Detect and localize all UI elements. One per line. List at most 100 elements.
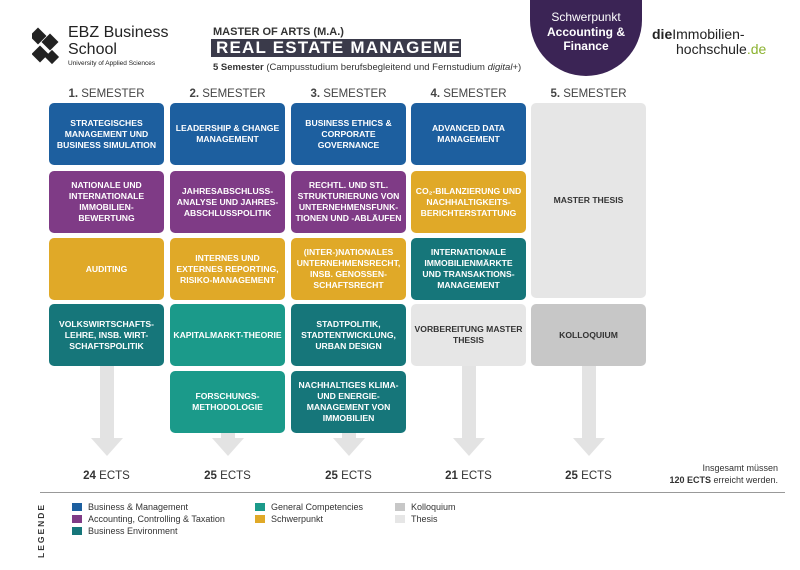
module-box: NATIONALE UND INTERNATIONALE IMMOBILIEN-… bbox=[49, 171, 164, 233]
module-box: JAHRESABSCHLUSS-ANALYSE UND JAHRES-ABSCH… bbox=[170, 171, 285, 233]
legend-item-label: Business & Management bbox=[88, 502, 189, 512]
focus-badge: Schwerpunkt Accounting & Finance bbox=[530, 0, 642, 76]
semester-ects: 21 ECTS bbox=[411, 470, 526, 482]
arrow-head-icon bbox=[90, 438, 123, 456]
arrow-shaft bbox=[220, 431, 235, 440]
semester-count: 5 Semester bbox=[213, 62, 264, 73]
legend-swatch bbox=[255, 503, 265, 511]
total-ects-value: 120 ECTS bbox=[669, 475, 711, 485]
arrow-head-icon bbox=[211, 438, 244, 456]
ects-value: 24 bbox=[83, 470, 96, 482]
module-box: BUSINESS ETHICS & CORPORATE GOVERNANCE bbox=[291, 103, 406, 165]
legend-item-label: Accounting, Controlling & Taxation bbox=[88, 514, 225, 524]
legend-item: Business & Management bbox=[72, 502, 188, 512]
semester-title: 4. SEMESTER bbox=[411, 88, 526, 100]
module-box: RECHTL. UND STL. STRUKTURIERUNG VON UNTE… bbox=[291, 171, 406, 233]
module-box: VORBEREITUNG MASTER THESIS bbox=[411, 304, 526, 366]
school-subtitle: University of Applied Sciences bbox=[68, 60, 156, 67]
semester-info-digital: digital+ bbox=[487, 62, 518, 73]
legend-title-text: LEGENDE bbox=[36, 502, 46, 558]
semester-ects: 25 ECTS bbox=[170, 470, 285, 482]
ects-unit: ECTS bbox=[216, 470, 251, 482]
arrow-shaft bbox=[581, 363, 596, 440]
arrow-shaft bbox=[341, 431, 356, 440]
semester-info-text: (Campusstudium berufsbegleitend und Fern… bbox=[263, 62, 488, 73]
school-name: EBZ Business School bbox=[68, 24, 168, 58]
module-box: FORSCHUNGS-METHODOLOGIE bbox=[170, 371, 285, 433]
program-title-background bbox=[211, 39, 461, 57]
semester-title: 5. SEMESTER bbox=[531, 88, 646, 100]
legend-item-label: Thesis bbox=[411, 514, 438, 524]
semester-number: 4. bbox=[430, 88, 441, 100]
school-name-line1: EBZ Business bbox=[68, 24, 169, 41]
focus-badge-label: Schwerpunkt bbox=[551, 10, 621, 24]
ebz-logo-icon bbox=[32, 27, 60, 65]
legend-swatch bbox=[395, 515, 405, 523]
arrow-head-icon bbox=[332, 438, 365, 456]
ects-value: 25 bbox=[565, 470, 578, 482]
module-box: INTERNES UND EXTERNES REPORTING, RISIKO-… bbox=[170, 238, 285, 300]
arrow-shaft bbox=[99, 364, 114, 440]
legend-title: LEGENDE bbox=[36, 500, 50, 558]
semester-label: SEMESTER bbox=[560, 88, 627, 100]
legend-item: General Competencies bbox=[255, 502, 363, 512]
legend-swatch bbox=[72, 527, 82, 535]
semester-number: 3. bbox=[310, 88, 321, 100]
brand-hochschule: hochschule bbox=[676, 41, 747, 57]
module-box: KAPITALMARKT-THEORIE bbox=[170, 304, 285, 366]
ects-value: 25 bbox=[204, 470, 217, 482]
brand-die: die bbox=[652, 26, 673, 42]
semester-info: 5 Semester (Campusstudium berufsbegleite… bbox=[213, 62, 521, 73]
ects-value: 21 bbox=[445, 470, 458, 482]
module-box: STRATEGISCHES MANAGEMENT UND BUSINESS SI… bbox=[49, 103, 164, 165]
ects-unit: ECTS bbox=[577, 470, 612, 482]
module-box: INTERNATIONALE IMMOBILIENMÄRKTE UND TRAN… bbox=[411, 238, 526, 300]
semester-title: 2. SEMESTER bbox=[170, 88, 285, 100]
semester-label: SEMESTER bbox=[320, 88, 387, 100]
legend-item-label: Schwerpunkt bbox=[271, 514, 324, 524]
legend-item: Kolloquium bbox=[395, 502, 456, 512]
total-line1: Insgesamt müssen bbox=[702, 463, 778, 473]
semester-title: 1. SEMESTER bbox=[49, 88, 164, 100]
legend-item: Business Environment bbox=[72, 526, 178, 536]
semester-label: SEMESTER bbox=[440, 88, 507, 100]
module-box: MASTER THESIS bbox=[531, 103, 646, 298]
semester-info-end: ) bbox=[517, 62, 522, 73]
semester-title: 3. SEMESTER bbox=[291, 88, 406, 100]
ects-unit: ECTS bbox=[337, 470, 372, 482]
semester-ects: 24 ECTS bbox=[49, 470, 164, 482]
ects-value: 25 bbox=[325, 470, 338, 482]
legend-swatch bbox=[72, 515, 82, 523]
school-name-line2: School bbox=[68, 41, 117, 58]
module-box: AUDITING bbox=[49, 238, 164, 300]
module-box: STADTPOLITIK, STADTENTWICKLUNG, URBAN DE… bbox=[291, 304, 406, 366]
legend-swatch bbox=[255, 515, 265, 523]
semester-label: SEMESTER bbox=[199, 88, 266, 100]
degree-label: MASTER OF ARTS (M.A.) bbox=[213, 26, 344, 38]
brand-immobilien: Immobilien- bbox=[672, 26, 745, 42]
program-title: REAL ESTATE MANAGEMENT bbox=[216, 38, 487, 57]
focus-badge-value-line1: Accounting & bbox=[547, 25, 625, 39]
legend-swatch bbox=[395, 503, 405, 511]
module-box: (INTER-)NATIONALES UNTERNEHMENSRECHT, IN… bbox=[291, 238, 406, 300]
legend-item: Thesis bbox=[395, 514, 438, 524]
semester-label: SEMESTER bbox=[78, 88, 145, 100]
ects-unit: ECTS bbox=[95, 470, 130, 482]
legend-swatch bbox=[72, 503, 82, 511]
semester-number: 1. bbox=[68, 88, 79, 100]
module-box: CO₂-BILANZIERUNG UND NACHHALTIGKEITS-BER… bbox=[411, 171, 526, 233]
semester-number: 2. bbox=[189, 88, 200, 100]
focus-badge-value-line2: Finance bbox=[563, 39, 609, 53]
ects-unit: ECTS bbox=[457, 470, 492, 482]
module-box: ADVANCED DATA MANAGEMENT bbox=[411, 103, 526, 165]
semester-ects: 25 ECTS bbox=[531, 470, 646, 482]
module-box: VOLKSWIRTSCHAFTS-LEHRE, INSB. WIRT-SCHAF… bbox=[49, 304, 164, 366]
arrow-head-icon bbox=[572, 438, 605, 456]
legend-item-label: General Competencies bbox=[271, 502, 364, 512]
legend-item-label: Kolloquium bbox=[411, 502, 456, 512]
semester-number: 5. bbox=[550, 88, 561, 100]
brand-logo: dieImmobilien- hochschule.de bbox=[652, 27, 766, 57]
legend-divider bbox=[40, 492, 785, 493]
module-box: KOLLOQUIUM bbox=[531, 304, 646, 366]
module-box: LEADERSHIP & CHANGE MANAGEMENT bbox=[170, 103, 285, 165]
